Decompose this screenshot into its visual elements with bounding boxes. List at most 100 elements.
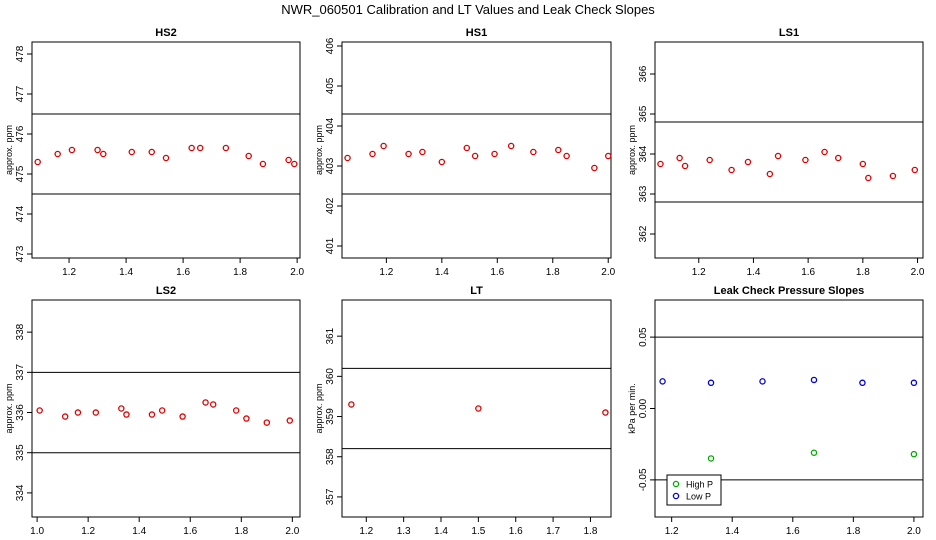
x-tick-label: 1.6 <box>786 526 800 537</box>
y-tick-label: 359 <box>325 408 336 425</box>
chart-panel-6: Leak Check Pressure Slopes 1.2 1.4 1.6 1.8 2.… <box>627 285 924 537</box>
y-axis-label: kPa per min. <box>627 383 637 434</box>
data-point <box>802 156 809 164</box>
panel-title: LT <box>470 285 483 297</box>
chart-panel-2: HS1 1.2 1.4 1.6 1.8 2.0 401 402 403 404 405 406 appr… <box>314 27 616 278</box>
y-tick-label: 0.05 <box>638 327 649 347</box>
data-point <box>162 154 170 162</box>
data-point <box>68 146 76 154</box>
data-point <box>344 154 351 162</box>
data-point <box>123 411 130 418</box>
data-point <box>232 407 240 414</box>
x-tick-label: 1.8 <box>546 267 560 278</box>
data-point <box>821 148 828 156</box>
y-tick-label: -0.05 <box>638 468 649 491</box>
data-point <box>92 409 100 416</box>
y-tick-label: 358 <box>325 448 336 465</box>
plot-frame <box>341 41 612 259</box>
x-tick-label: 1.4 <box>132 526 146 537</box>
x-tick-label: 1.7 <box>546 526 560 537</box>
x-tick-label: 1.2 <box>359 526 373 537</box>
data-point <box>530 148 537 156</box>
data-point <box>463 144 471 152</box>
chart-panel-1: HS2 1.2 1.4 1.6 1.8 2.0 473 474 475 476 477 478 appr… <box>4 27 305 278</box>
x-tick-label: 1.4 <box>434 526 448 537</box>
x-tick-label: 1.6 <box>801 267 815 278</box>
data-point <box>286 417 294 424</box>
data-point <box>202 399 209 406</box>
x-tick-label: 1.2 <box>379 267 393 278</box>
data-point <box>774 152 782 160</box>
data-point <box>61 413 69 420</box>
x-tick-label: 1.0 <box>30 526 44 537</box>
x-tick-label: 1.2 <box>81 526 95 537</box>
y-tick-label: 474 <box>15 205 26 222</box>
panel-title: HS1 <box>466 27 487 39</box>
x-tick-label: 1.3 <box>397 526 411 537</box>
plot-frame <box>654 41 924 259</box>
data-point <box>491 150 498 158</box>
data-point <box>118 405 125 412</box>
data-point <box>36 407 43 414</box>
y-tick-label: 403 <box>325 157 336 174</box>
data-point <box>910 450 918 458</box>
data-point <box>555 146 562 154</box>
x-tick-label: 2.0 <box>290 267 304 278</box>
plot-frame <box>31 299 301 518</box>
x-tick-label: 1.4 <box>725 526 739 537</box>
x-tick-label: 2.0 <box>285 526 299 537</box>
panel-title: LS1 <box>779 27 799 39</box>
data-point <box>222 144 230 152</box>
figure-title: NWR_060501 Calibration and LT Values and… <box>281 2 655 17</box>
x-tick-label: 1.6 <box>509 526 523 537</box>
data-point <box>34 158 41 166</box>
y-tick-label: 405 <box>325 77 336 94</box>
y-axis-label: approx. ppm <box>627 125 637 175</box>
data-point <box>563 152 570 160</box>
panel-title: LS2 <box>156 285 176 297</box>
data-point <box>54 150 61 158</box>
y-axis-label: approx. ppm <box>314 125 324 175</box>
data-point <box>209 401 217 408</box>
y-tick-label: 334 <box>15 484 26 501</box>
data-point <box>865 174 872 182</box>
data-point <box>188 144 195 152</box>
data-point <box>657 160 664 168</box>
y-tick-label: 404 <box>325 117 336 134</box>
data-point <box>158 407 166 414</box>
x-tick-label: 1.8 <box>846 526 860 537</box>
y-tick-label: 366 <box>638 65 649 82</box>
data-point <box>285 156 292 164</box>
y-tick-label: 362 <box>638 225 649 242</box>
data-point <box>810 376 818 384</box>
data-point <box>910 379 918 387</box>
data-point <box>676 154 683 162</box>
data-point <box>348 401 355 408</box>
data-point <box>604 152 612 160</box>
data-point <box>707 379 715 387</box>
y-axis-label: approx. ppm <box>314 383 324 433</box>
y-tick-label: 478 <box>15 45 26 62</box>
x-tick-label: 1.6 <box>490 267 504 278</box>
x-tick-label: 1.2 <box>692 267 706 278</box>
x-tick-label: 1.6 <box>183 526 197 537</box>
x-tick-label: 1.4 <box>119 267 133 278</box>
data-point <box>74 409 82 416</box>
x-tick-label: 1.8 <box>234 526 248 537</box>
y-tick-label: 477 <box>15 85 26 102</box>
data-point <box>369 150 376 158</box>
y-tick-label: 0.00 <box>638 398 649 418</box>
data-point <box>859 160 867 168</box>
data-point <box>706 156 713 164</box>
chart-panel-4: LS2 1.0 1.2 1.4 1.6 1.8 2.0 334 335 336 337 338 appr… <box>4 285 301 537</box>
panel-title: Leak Check Pressure Slopes <box>714 285 864 297</box>
y-tick-label: 360 <box>325 368 336 385</box>
x-tick-label: 1.5 <box>471 526 485 537</box>
x-tick-label: 2.0 <box>907 526 921 537</box>
y-tick-label: 361 <box>325 327 336 344</box>
y-tick-label: 406 <box>325 37 336 54</box>
y-tick-label: 473 <box>15 245 26 262</box>
data-point <box>148 411 156 418</box>
data-point <box>889 172 897 180</box>
legend-box <box>666 474 722 506</box>
